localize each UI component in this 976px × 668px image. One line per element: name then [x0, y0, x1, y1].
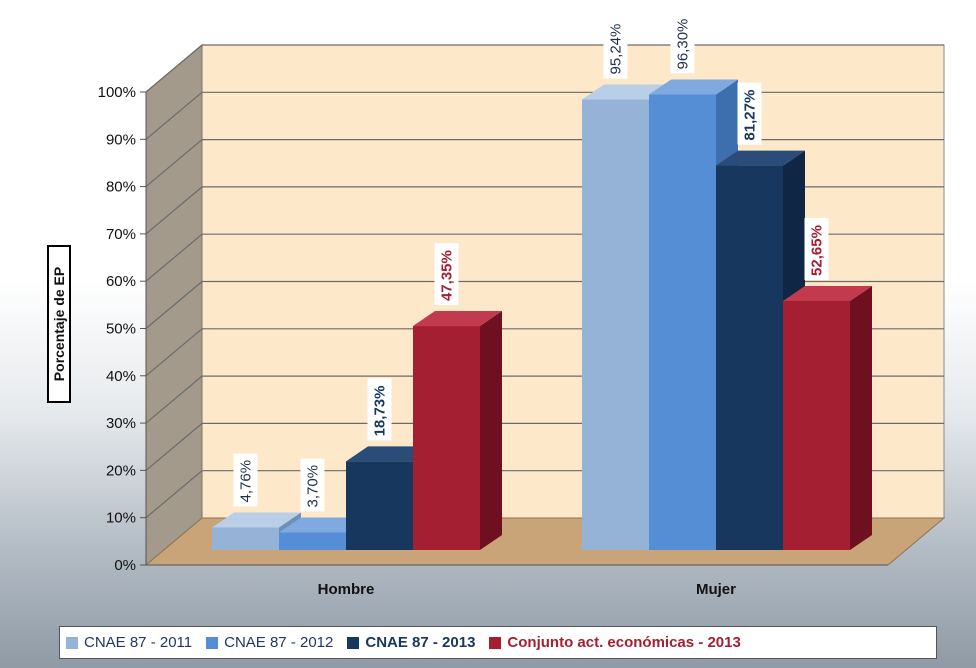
data-label: 96,30%	[670, 11, 695, 74]
legend-swatch	[347, 636, 360, 649]
bar-top	[582, 84, 671, 100]
legend-label: Conjunto act. económicas - 2013	[507, 634, 741, 651]
y-tick-label: 20%	[106, 462, 136, 479]
legend-label: CNAE 87 - 2012	[224, 634, 334, 651]
y-tick-label: 40%	[106, 368, 136, 385]
legend-swatch	[489, 636, 502, 649]
bar	[279, 532, 346, 550]
legend-label: CNAE 87 - 2013	[365, 634, 476, 651]
data-label-box	[300, 458, 325, 512]
data-label-text: 96,30%	[675, 19, 692, 70]
data-label-text: 3,70%	[305, 465, 322, 508]
bar	[212, 527, 279, 550]
data-label-text: 52,65%	[809, 225, 826, 276]
bar	[649, 94, 716, 550]
data-label: 47,35%	[434, 243, 459, 306]
bar	[716, 165, 783, 550]
gridline	[145, 44, 944, 93]
legend-swatch	[66, 636, 78, 649]
bar-side	[850, 285, 872, 550]
legend-label: CNAE 87 - 2011	[84, 634, 193, 651]
data-label: 4,76%	[233, 453, 258, 507]
y-tick-label: 30%	[106, 415, 136, 432]
legend-item: CNAE 87 - 2012	[206, 634, 333, 651]
legend: CNAE 87 - 2011 CNAE 87 - 2012 CNAE 87 - 20…	[59, 626, 937, 659]
y-axis-label: Porcentaje de EP	[51, 266, 67, 382]
data-label: 3,70%	[300, 458, 325, 512]
data-label-box	[804, 217, 829, 280]
data-label: 18,73%	[367, 378, 392, 441]
x-category-label: Mujer	[696, 581, 736, 598]
bar	[783, 300, 850, 550]
data-label-box	[434, 243, 459, 306]
data-label-text: 81,27%	[742, 90, 759, 141]
bar-top	[413, 311, 502, 327]
legend-item: CNAE 87 - 2013	[347, 634, 475, 651]
bar-top	[212, 512, 301, 528]
data-label-box	[367, 378, 392, 441]
data-label-box	[670, 11, 695, 74]
x-category-label: Hombre	[318, 581, 375, 598]
data-label-box	[233, 453, 258, 507]
bar-side	[480, 311, 502, 550]
bar-top	[279, 517, 368, 533]
bar-top	[716, 150, 805, 166]
y-tick-label: 60%	[106, 273, 136, 290]
y-tick-label: 90%	[106, 131, 136, 148]
y-tick-label: 80%	[106, 179, 136, 196]
y-tick-label: 50%	[106, 321, 136, 338]
legend-item: Conjunto act. económicas - 2013	[489, 634, 741, 651]
data-label-text: 4,76%	[238, 460, 255, 503]
bar-top	[649, 79, 738, 95]
data-label-text: 95,24%	[608, 24, 625, 75]
legend-item: CNAE 87 - 2011	[66, 634, 192, 651]
bar-top	[346, 446, 435, 462]
bar	[413, 326, 480, 550]
bar	[346, 461, 413, 550]
y-tick-label: 10%	[106, 510, 136, 527]
legend-swatch	[206, 636, 219, 649]
data-label: 52,65%	[804, 217, 829, 280]
y-tick-label: 0%	[114, 557, 136, 574]
y-tick-label: 100%	[98, 84, 136, 101]
bar-top	[783, 285, 872, 301]
data-label: 95,24%	[603, 16, 628, 79]
y-tick-label: 70%	[106, 226, 136, 243]
y-axis-label-box: Porcentaje de EP	[47, 245, 71, 403]
data-label-text: 18,73%	[372, 386, 389, 437]
data-label-box	[737, 82, 762, 145]
data-label-box	[603, 16, 628, 79]
bar	[582, 99, 649, 550]
data-label: 81,27%	[737, 82, 762, 145]
data-label-text: 47,35%	[439, 250, 456, 301]
